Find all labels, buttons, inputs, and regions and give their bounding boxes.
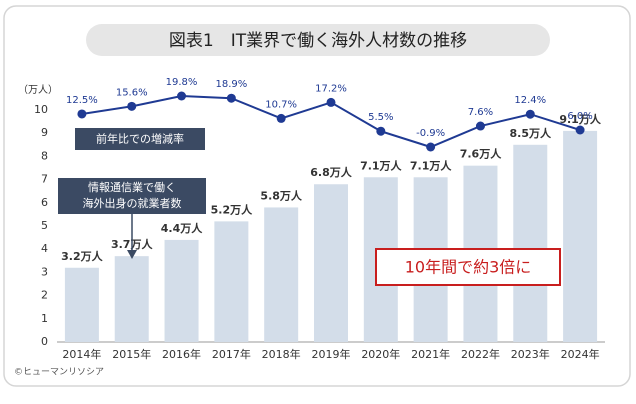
x-tick-label: 2016年 [162, 347, 201, 361]
line-value-label: 6.0% [567, 111, 592, 122]
line-point [127, 101, 137, 111]
y-tick-label: 2 [41, 289, 48, 302]
x-tick-label: 2022年 [461, 347, 500, 361]
plot: 0 1 2 3 4 5 6 7 8 9 10 2014年 2015年 2016年 2017年 2018年 201… [34, 77, 605, 361]
line-value-label: 19.8% [166, 77, 198, 88]
bar-value-label: 8.5万人 [510, 126, 552, 140]
bar [563, 130, 598, 342]
line-point [575, 125, 585, 135]
bar [513, 144, 548, 342]
line-value-label: 5.5% [368, 112, 393, 123]
line-label-box [75, 128, 205, 150]
x-tick-label: 2015年 [112, 347, 151, 361]
y-unit: （万人） [18, 84, 58, 96]
bar-label: 情報通信業で働く [88, 181, 176, 194]
y-tick-label: 8 [41, 149, 48, 162]
y-tick-label: 6 [41, 196, 48, 209]
x-tick-label: 2023年 [511, 347, 550, 361]
x-tick-label: 2024年 [561, 347, 600, 361]
highlight: 10年間で約3倍に [405, 258, 532, 277]
line-value-label: 15.6% [116, 87, 148, 98]
line-point [177, 91, 187, 101]
bar-value-label: 7.1万人 [360, 158, 402, 172]
y-tick-label: 3 [41, 265, 48, 278]
line-label: 前年比での増減率 [96, 132, 184, 146]
line-point [376, 126, 386, 136]
y-tick-label: 10 [34, 103, 48, 116]
y-tick-label: 1 [41, 312, 48, 325]
x-tick-label: 2021年 [411, 347, 450, 361]
bar-value-label: 7.6万人 [460, 147, 502, 161]
line-value-label: 7.6% [468, 107, 493, 118]
bar [314, 184, 348, 342]
x-tick-label: 2020年 [361, 347, 400, 361]
y-tick-label: 9 [41, 126, 48, 139]
y-tick-label: 7 [41, 173, 48, 186]
y-tick-label: 5 [41, 219, 48, 232]
source: ©ヒューマンリソシア [14, 367, 104, 378]
line-value-label: 17.2% [315, 83, 347, 94]
chart-title: 図表1 IT業界で働く海外人材数の推移 [169, 31, 467, 51]
arrow-head [127, 250, 137, 259]
bar-value-label: 9.1万人 [559, 112, 601, 126]
bar [264, 207, 299, 342]
line-value-label: 10.7% [265, 99, 297, 110]
line-point [276, 113, 286, 123]
line-point [326, 97, 336, 107]
x-tick-label: 2018年 [262, 347, 301, 361]
annotations: 前年比での増減率 情報通信業で働く 海外出身の就業者数 10年間で約3倍に [58, 128, 561, 286]
line-point [525, 109, 535, 119]
line-point [226, 93, 236, 103]
x-tick-label: 2017年 [212, 347, 251, 361]
bar-label: 海外出身の就業者数 [83, 196, 182, 210]
line-value-label: 12.4% [514, 95, 546, 106]
highlight-box [375, 248, 561, 286]
bar-value-label: 5.2万人 [211, 202, 253, 216]
bar [64, 267, 99, 342]
line-point [426, 142, 436, 152]
bar-value-label: 6.8万人 [310, 165, 352, 179]
bar-value-label: 7.1万人 [410, 158, 452, 172]
y-tick-label: 0 [41, 335, 48, 348]
line-point [475, 121, 485, 131]
x-tick-label: 2019年 [312, 347, 351, 361]
y-tick-label: 4 [41, 242, 48, 255]
bar-value-label: 3.2万人 [61, 249, 103, 263]
bar-value-label: 4.4万人 [161, 221, 203, 235]
bar [214, 221, 249, 342]
bar-label-box [58, 178, 206, 214]
line-value-label: 18.9% [215, 79, 247, 90]
bar-value-label: 5.8万人 [260, 188, 302, 202]
bar [114, 256, 149, 342]
title-pill [86, 24, 550, 56]
line-value-label: -0.9% [416, 128, 445, 139]
line-point [77, 109, 87, 119]
x-tick-label: 2014年 [62, 347, 101, 361]
bar [164, 239, 199, 342]
line-value-label: 12.5% [66, 95, 98, 106]
